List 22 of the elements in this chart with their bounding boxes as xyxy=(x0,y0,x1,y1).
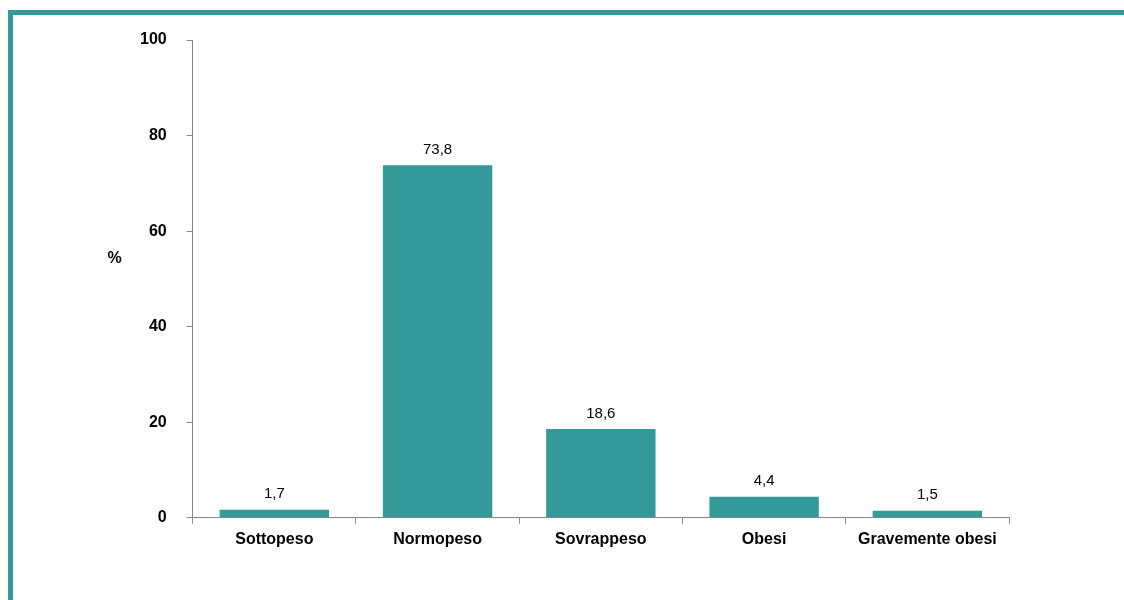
data-label: 18,6 xyxy=(586,403,616,421)
y-tick-label: 40 xyxy=(148,317,167,335)
y-tick-label: 60 xyxy=(148,221,167,239)
bar xyxy=(709,496,819,518)
bar xyxy=(872,510,983,518)
bar xyxy=(546,428,656,518)
bar xyxy=(382,165,493,518)
x-tick-label: Gravemente obesi xyxy=(858,529,997,547)
y-tick-label: 0 xyxy=(157,508,167,526)
bar xyxy=(219,509,330,518)
data-label: 1,5 xyxy=(916,485,938,503)
x-tick-label: Obesi xyxy=(741,529,787,547)
data-label: 4,4 xyxy=(753,471,775,489)
x-tick-label: Sottopeso xyxy=(235,529,314,547)
y-axis-title: % xyxy=(107,249,122,267)
x-tick-label: Sovrappeso xyxy=(555,529,647,547)
y-tick-label: 20 xyxy=(148,412,167,430)
data-label: 73,8 xyxy=(422,139,453,157)
data-label: 1,7 xyxy=(263,484,285,502)
y-tick-label: 100 xyxy=(139,30,167,48)
y-tick-label: 80 xyxy=(148,125,167,143)
x-tick-label: Normopeso xyxy=(393,529,483,547)
